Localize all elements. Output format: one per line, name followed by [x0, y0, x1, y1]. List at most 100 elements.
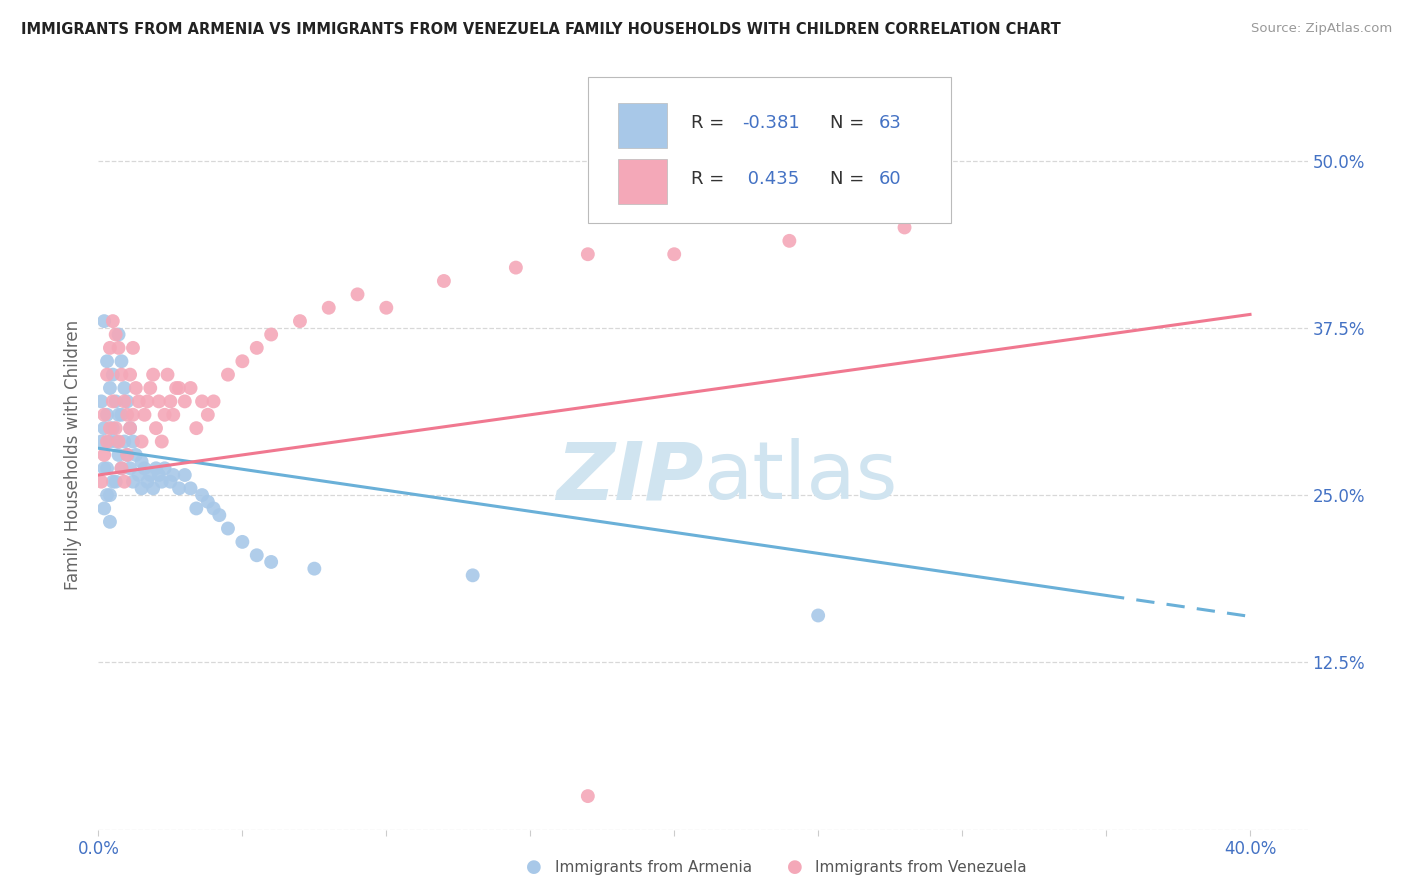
Point	[148, 394, 170, 409]
Point	[101, 368, 124, 382]
Point	[90, 434, 112, 449]
Point	[93, 448, 115, 462]
Point	[125, 381, 148, 395]
Point	[231, 535, 253, 549]
Point	[217, 521, 239, 535]
Point	[778, 234, 800, 248]
Point	[576, 789, 599, 804]
Point	[98, 434, 121, 449]
Point	[104, 434, 127, 449]
Point	[150, 434, 173, 449]
Point	[202, 501, 225, 516]
Point	[96, 434, 118, 449]
Point	[128, 468, 150, 483]
Point	[98, 381, 121, 395]
Point	[115, 408, 138, 422]
Point	[120, 421, 142, 435]
Text: ●: ●	[526, 858, 543, 876]
Point	[115, 448, 138, 462]
Point	[110, 461, 132, 475]
Point	[576, 247, 599, 261]
Point	[461, 568, 484, 582]
Point	[110, 354, 132, 368]
Point	[197, 494, 219, 508]
Point	[807, 608, 830, 623]
Point	[145, 461, 167, 475]
Point	[186, 421, 208, 435]
Point	[125, 448, 148, 462]
Point	[101, 314, 124, 328]
Text: 63: 63	[879, 114, 901, 132]
Point	[180, 381, 202, 395]
Point	[288, 314, 311, 328]
Point	[131, 482, 153, 496]
Point	[120, 421, 142, 435]
Point	[110, 461, 132, 475]
Point	[433, 274, 456, 288]
Point	[122, 475, 145, 489]
Point	[96, 488, 118, 502]
Point	[93, 461, 115, 475]
Point	[101, 421, 124, 435]
Point	[107, 448, 129, 462]
Point	[93, 314, 115, 328]
Point	[93, 501, 115, 516]
Point	[153, 461, 176, 475]
Point	[202, 394, 225, 409]
Point	[893, 220, 915, 235]
Point	[98, 515, 121, 529]
Text: N =: N =	[830, 170, 870, 188]
Text: R =: R =	[690, 114, 730, 132]
Point	[153, 408, 176, 422]
Point	[318, 301, 340, 315]
Text: N =: N =	[830, 114, 870, 132]
Point	[231, 354, 253, 368]
Point	[162, 468, 184, 483]
Point	[505, 260, 527, 275]
Point	[131, 434, 153, 449]
Point	[98, 488, 121, 502]
Point	[167, 381, 190, 395]
Point	[346, 287, 368, 301]
Point	[112, 475, 135, 489]
Point	[150, 475, 173, 489]
Point	[104, 475, 127, 489]
Point	[101, 394, 124, 409]
Point	[136, 475, 159, 489]
Point	[93, 421, 115, 435]
Point	[96, 408, 118, 422]
Point	[165, 381, 187, 395]
Point	[159, 394, 181, 409]
Text: Immigrants from Armenia: Immigrants from Armenia	[555, 860, 752, 874]
Y-axis label: Family Households with Children: Family Households with Children	[65, 320, 83, 590]
Point	[191, 488, 214, 502]
Point	[145, 421, 167, 435]
Point	[107, 434, 129, 449]
Point	[134, 408, 156, 422]
Point	[208, 508, 231, 523]
Point	[375, 301, 398, 315]
Point	[98, 341, 121, 355]
Point	[260, 327, 283, 342]
Point	[120, 368, 142, 382]
Point	[159, 475, 181, 489]
Point	[142, 368, 165, 382]
Point	[173, 394, 195, 409]
Point	[128, 394, 150, 409]
Point	[104, 327, 127, 342]
Point	[186, 501, 208, 516]
Text: Immigrants from Venezuela: Immigrants from Venezuela	[815, 860, 1028, 874]
Point	[246, 548, 269, 563]
Point	[107, 327, 129, 342]
Point	[110, 368, 132, 382]
Point	[304, 562, 326, 576]
Point	[112, 434, 135, 449]
FancyBboxPatch shape	[619, 159, 666, 204]
FancyBboxPatch shape	[619, 103, 666, 148]
Point	[107, 408, 129, 422]
Point	[156, 368, 179, 382]
Point	[167, 482, 190, 496]
Point	[112, 394, 135, 409]
Point	[173, 468, 195, 483]
Point	[148, 468, 170, 483]
